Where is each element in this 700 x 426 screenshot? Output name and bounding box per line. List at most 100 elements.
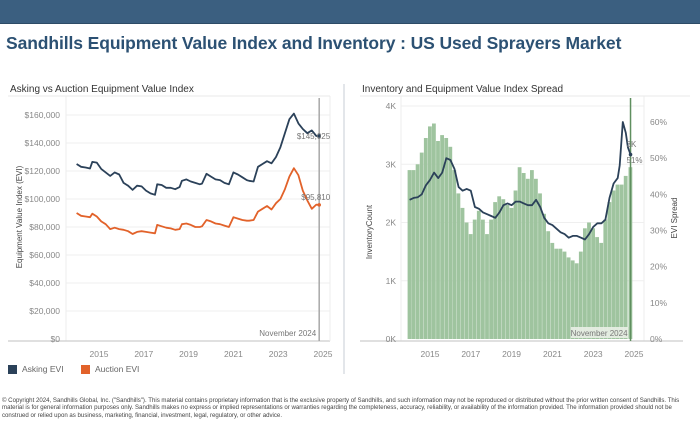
inventory-bar [530,170,534,339]
inventory-bar [485,234,489,339]
panel-divider [343,84,345,374]
left-series-line-auction [76,167,320,235]
inventory-bar [464,222,469,339]
inventory-bar [525,178,530,339]
inventory-bar [419,152,424,339]
inventory-bar [542,213,546,339]
inventory-bar [562,251,567,339]
left-x-tick-label: 2019 [179,349,198,359]
inventory-bar [460,207,465,339]
left-reference-label: November 2024 [259,329,316,338]
left-y-tick-label: $160,000 [25,110,61,120]
left-y-tick-label: $60,000 [29,250,60,260]
inventory-bar [476,210,481,339]
inventory-bar [444,138,449,339]
left-x-tick-label: 2021 [224,349,243,359]
inventory-bar [603,219,608,339]
right-y-tick-label: 1K [386,276,397,286]
left-y-tick-label: $20,000 [29,306,60,316]
left-chart-title: Asking vs Auction Equipment Value Index [10,84,194,95]
inventory-bar [440,135,444,339]
left-x-tick-label: 2025 [314,349,333,359]
inventory-bar [574,263,579,339]
right-y-tick-label: 4K [386,101,397,111]
legend-label-asking: Asking EVI [22,364,64,374]
inventory-bar [583,228,587,339]
right-y2-axis-title: EVI Spread [670,198,679,239]
right-y-tick-label: 2K [386,218,397,228]
inventory-bar [619,184,624,339]
left-y-axis-title: Equipment Value Index (EVI) [15,165,24,268]
inventory-bar [452,170,457,339]
left-y-tick-label: $40,000 [29,278,60,288]
inventory-bar [566,257,571,339]
right-x-tick-label: 2023 [584,349,603,359]
inventory-bar [599,242,604,339]
left-series-line-asking [76,112,320,196]
right-y2-tick-label: 50% [650,153,667,163]
left-x-tick-label: 2015 [90,349,109,359]
inventory-bar [578,251,583,339]
inventory-bar [432,123,436,339]
evi-spread-line [409,121,632,241]
inventory-bar [411,170,416,339]
inventory-bar [623,175,628,339]
header-bar [0,0,700,24]
inventory-bar [436,141,440,339]
left-y-tick-label: $140,000 [25,138,61,148]
legend-item-asking[interactable]: Asking EVI [8,364,64,374]
left-y-tick-label: $100,000 [25,194,61,204]
legend-label-auction: Auction EVI [95,364,140,374]
inventory-bar [456,193,461,339]
evi-spread-end-point [628,152,633,157]
right-chart-title: Inventory and Equipment Value Index Spre… [362,84,564,95]
right-y-axis-title: InventoryCount [365,204,374,259]
left-series-end-label: $95,810 [301,193,330,202]
inventory-bar [615,184,620,339]
inventory-bar [407,170,412,339]
inventory-bar [513,190,518,339]
right-y2-tick-label: 10% [650,298,667,308]
inventory-bar [517,167,522,339]
inventory-bar [558,248,563,339]
left-y-tick-label: $0 [51,334,61,344]
left-y-tick-label: $120,000 [25,166,61,176]
right-y-tick-label: 0K [386,334,397,344]
right-x-tick-label: 2019 [502,349,521,359]
right-reference-label-bg [570,327,629,338]
copyright-footer: © Copyright 2024, Sandhills Global, Inc.… [2,397,680,419]
left-series-end-point [317,134,321,138]
right-x-tick-label: 2025 [625,349,644,359]
inventory-bar [509,207,514,339]
inventory-bar [538,193,542,339]
inventory-bar [497,196,502,339]
inventory-bar [493,202,497,339]
inventory-bar [554,248,559,339]
inventory-bar [550,242,555,339]
spread-end-label: 51% [627,156,643,165]
inventory-bar [468,234,473,339]
left-x-tick-label: 2023 [269,349,288,359]
page-title: Sandhills Equipment Value Index and Inve… [6,33,622,53]
inventory-bar [505,205,510,339]
legend-swatch-auction [81,364,90,374]
right-y2-tick-label: 60% [650,117,667,127]
left-series-end-label: $145,025 [297,132,331,141]
inventory-bar [481,219,485,339]
inventory-bar [428,126,432,340]
inventory-bar [472,219,477,339]
legend-swatch-asking [8,364,17,374]
inventory-bar [423,138,428,339]
right-reference-label: November 2024 [571,329,628,338]
inventory-bar [570,260,575,339]
inventory-bar [489,219,493,339]
right-x-tick-label: 2021 [543,349,562,359]
right-x-tick-label: 2015 [421,349,440,359]
right-y2-tick-label: 40% [650,189,667,199]
legend-item-auction[interactable]: Auction EVI [81,364,139,374]
right-y-tick-label: 3K [386,159,397,169]
inventory-bar [534,178,538,339]
left-y-tick-label: $80,000 [29,222,60,232]
inventory-bar [591,228,595,339]
